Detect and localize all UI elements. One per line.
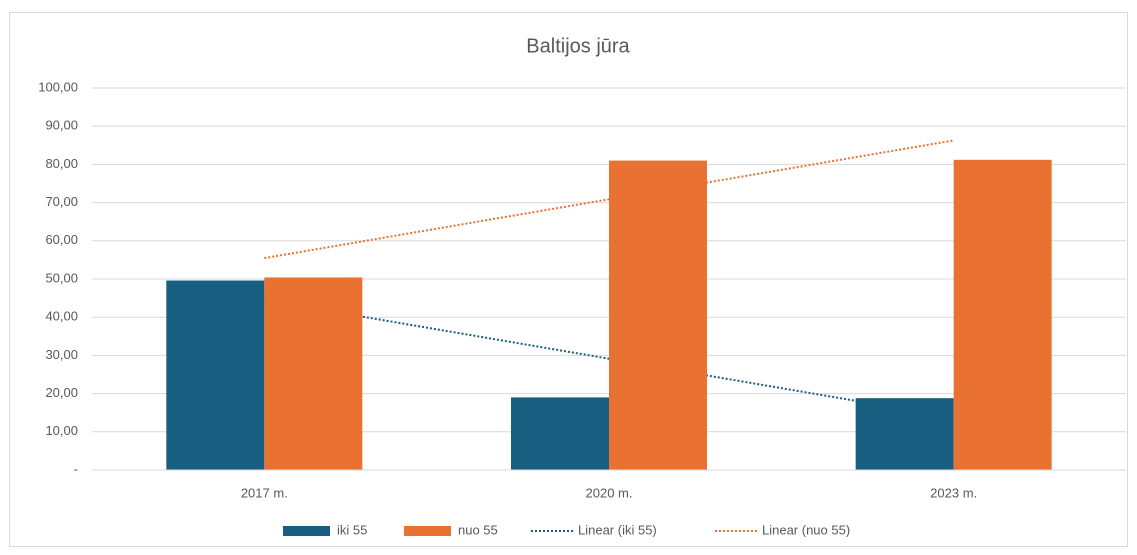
y-tick-label: 50,00 [45, 270, 78, 285]
bar [609, 160, 707, 470]
y-tick-label: 40,00 [45, 309, 78, 324]
x-tick-label: 2017 m. [241, 485, 288, 500]
legend-swatch [404, 526, 451, 536]
bar [166, 280, 265, 470]
legend-label: iki 55 [337, 522, 367, 537]
legend-swatch [283, 526, 330, 536]
y-tick-label: 80,00 [45, 156, 78, 171]
legend-label: Linear (nuo 55) [762, 522, 850, 537]
x-tick-label: 2020 m. [586, 485, 633, 500]
bar [855, 398, 954, 470]
y-tick-label: 90,00 [45, 118, 78, 133]
bar [264, 277, 363, 470]
y-tick-label: 100,00 [38, 79, 78, 94]
legend-label: nuo 55 [458, 522, 498, 537]
y-tick-label: 20,00 [45, 385, 78, 400]
legend-label: Linear (iki 55) [578, 522, 657, 537]
bar [511, 397, 609, 470]
y-tick-label: - [74, 461, 78, 476]
bar [953, 159, 1052, 471]
y-tick-label: 30,00 [45, 347, 78, 362]
chart-title: Baltijos jūra [526, 35, 630, 57]
x-tick-label: 2023 m. [930, 485, 977, 500]
y-tick-label: 10,00 [45, 423, 78, 438]
y-tick-label: 60,00 [45, 232, 78, 247]
y-tick-label: 70,00 [45, 194, 78, 209]
